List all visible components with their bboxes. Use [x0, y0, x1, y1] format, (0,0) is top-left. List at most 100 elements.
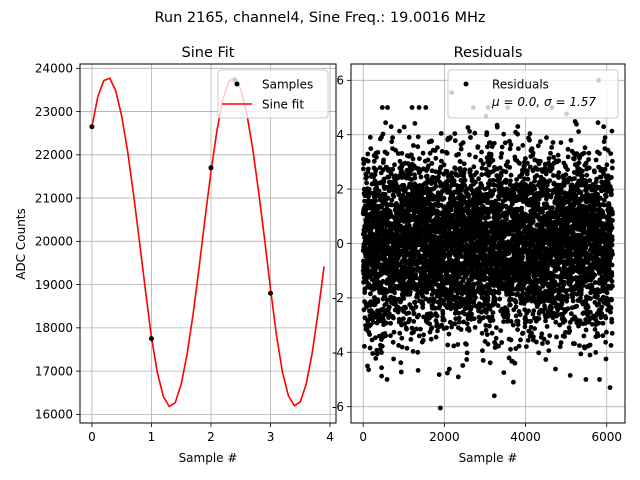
residual-point	[507, 146, 513, 152]
residual-point	[535, 143, 541, 149]
residual-point	[483, 310, 489, 315]
residual-point	[394, 266, 400, 272]
residual-point	[398, 369, 404, 375]
residual-point	[435, 328, 440, 334]
sine-fit-title: Sine Fit	[182, 45, 235, 61]
residual-point	[374, 185, 379, 191]
residual-point	[444, 150, 450, 156]
residual-point	[428, 336, 434, 342]
residual-point	[458, 159, 463, 165]
residual-point	[480, 358, 486, 363]
residual-point	[479, 172, 485, 178]
residual-point	[551, 173, 556, 178]
residual-point	[371, 158, 377, 164]
residual-point	[374, 351, 380, 357]
residual-point	[425, 157, 431, 163]
residual-point	[527, 131, 533, 137]
sine-fit-y-tick-label: 17000	[35, 364, 73, 378]
residual-point	[429, 313, 434, 319]
residual-point	[390, 166, 396, 172]
sine-fit-y-ticks: 1600017000180001900020000210002200023000…	[35, 62, 80, 422]
residual-point	[453, 307, 459, 313]
residual-point	[520, 143, 526, 148]
residual-point	[444, 325, 449, 331]
residual-point	[451, 343, 457, 349]
residual-point	[429, 161, 435, 166]
residual-point	[545, 340, 550, 345]
residual-point	[530, 219, 536, 224]
residual-point	[411, 319, 417, 324]
residual-point	[520, 330, 526, 336]
residual-point	[437, 179, 443, 185]
residual-point	[416, 312, 422, 318]
residual-point	[439, 322, 444, 328]
figure-suptitle: Run 2165, channel4, Sine Freq.: 19.0016 …	[154, 10, 485, 26]
residual-point	[373, 335, 378, 341]
residual-point	[459, 254, 465, 259]
residual-point	[418, 326, 423, 332]
residual-point	[458, 168, 463, 174]
residual-point	[499, 340, 505, 345]
residual-point	[456, 310, 462, 316]
residual-point	[388, 320, 393, 326]
residual-point	[390, 135, 395, 141]
residual-point	[362, 343, 367, 349]
residual-point	[517, 161, 522, 166]
residual-point	[412, 121, 418, 126]
sample-point	[208, 165, 214, 171]
residual-point	[490, 157, 496, 163]
residual-point	[553, 319, 559, 325]
residual-point	[406, 223, 412, 229]
residual-point	[466, 194, 471, 200]
residual-point	[424, 173, 430, 179]
residual-point	[546, 348, 552, 353]
residual-point	[386, 174, 392, 180]
residual-point	[431, 206, 436, 212]
residual-point	[408, 337, 414, 342]
residual-point	[465, 125, 471, 130]
residual-point	[547, 178, 553, 184]
residual-point	[543, 357, 549, 362]
residual-point	[518, 337, 523, 343]
residual-point	[399, 344, 405, 350]
residual-point	[471, 316, 477, 322]
residual-point	[393, 147, 398, 153]
residual-point	[383, 333, 389, 339]
residual-point	[448, 135, 453, 140]
residual-point	[374, 154, 379, 160]
residual-point	[464, 357, 470, 362]
residual-point	[479, 165, 485, 171]
residual-point	[416, 105, 422, 110]
residual-point	[384, 151, 390, 157]
residual-point	[412, 175, 418, 181]
residual-point	[401, 124, 407, 130]
sample-point	[89, 124, 95, 130]
residual-point	[471, 164, 477, 170]
residual-point	[370, 351, 376, 356]
residual-point	[433, 334, 439, 340]
residual-point	[508, 178, 513, 184]
residual-point	[395, 309, 401, 315]
residual-point	[537, 158, 543, 164]
residual-point	[365, 151, 371, 157]
residual-point	[415, 368, 421, 373]
residual-point	[365, 158, 371, 164]
residual-point	[532, 326, 537, 331]
residual-point	[508, 172, 514, 178]
residual-point	[368, 146, 374, 152]
residual-point	[499, 144, 505, 150]
residual-point	[410, 349, 416, 354]
residual-point	[394, 202, 400, 208]
residual-point	[474, 170, 479, 175]
residual-point	[379, 350, 384, 355]
residual-point	[556, 174, 562, 180]
residual-point	[445, 370, 450, 376]
residual-point	[554, 334, 559, 340]
residual-point	[421, 332, 426, 338]
residual-point	[498, 173, 504, 179]
residual-point	[461, 290, 467, 295]
residual-point	[515, 124, 521, 129]
residual-point	[516, 343, 522, 349]
